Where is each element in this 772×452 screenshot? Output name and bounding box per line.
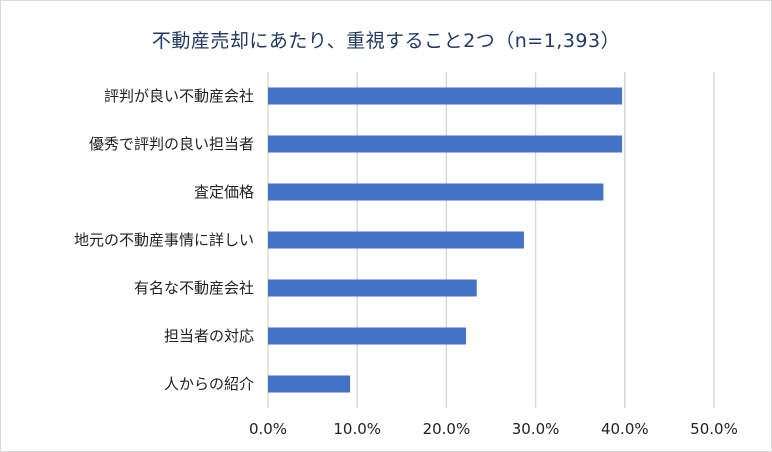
- category-label: 優秀で評判の良い担当者: [89, 135, 254, 153]
- bar: [268, 279, 477, 297]
- category-label: 地元の不動産事情に詳しい: [74, 231, 254, 249]
- x-tick-label: 50.0%: [690, 420, 738, 438]
- x-tick-label: 20.0%: [423, 420, 471, 438]
- category-label: 評判が良い不動産会社: [104, 87, 254, 105]
- bar: [268, 183, 604, 201]
- category-label: 人からの紹介: [164, 375, 254, 393]
- category-label: 査定価格: [194, 183, 254, 201]
- bar: [268, 87, 623, 105]
- x-tick-label: 0.0%: [249, 420, 287, 438]
- bar: [268, 231, 525, 249]
- bar: [268, 327, 467, 345]
- chart-title: 不動産売却にあたり、重視すること2つ（n=1,393）: [151, 30, 621, 52]
- category-label: 担当者の対応: [164, 327, 254, 345]
- x-tick-label: 30.0%: [512, 420, 560, 438]
- x-tick-label: 40.0%: [601, 420, 649, 438]
- x-tick-label: 10.0%: [333, 420, 381, 438]
- bar: [268, 375, 351, 393]
- bar: [268, 135, 623, 153]
- category-label: 有名な不動産会社: [134, 279, 254, 297]
